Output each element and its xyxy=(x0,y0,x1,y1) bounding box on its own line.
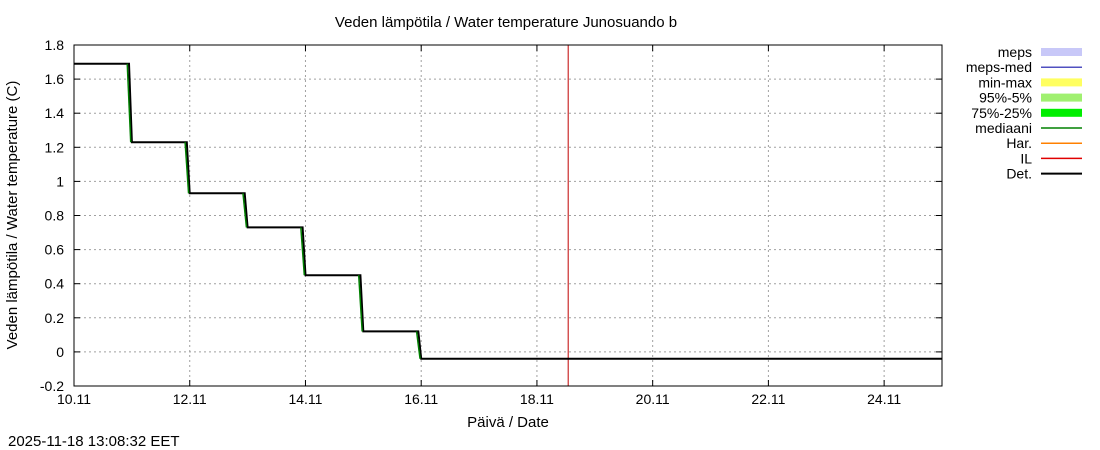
x-tick-label: 24.11 xyxy=(867,391,901,407)
legend-label: Har. xyxy=(1006,135,1032,151)
x-tick-label: 16.11 xyxy=(404,391,438,407)
y-tick-label: 1.4 xyxy=(45,105,65,121)
y-tick-label: 0.4 xyxy=(45,276,65,292)
y-tick-label: 0.2 xyxy=(45,310,65,326)
y-tick-label: 1.6 xyxy=(45,71,65,87)
legend-swatch xyxy=(1041,93,1082,102)
legend-swatch xyxy=(1041,48,1082,56)
x-axis-ticks: 10.11 12.11 14.11 16.11 18.11 20.11 22.11 24.11 xyxy=(57,45,901,407)
series-mediaani-segment xyxy=(126,63,132,143)
series-mediaani-segment xyxy=(357,275,363,332)
legend-swatch xyxy=(1041,108,1082,117)
timestamp: 2025-11-18 13:08:32 EET xyxy=(8,433,180,450)
series-mediaani-segment xyxy=(415,331,421,359)
plot-area xyxy=(74,45,942,386)
series-det-line xyxy=(74,62,942,360)
x-tick-label: 10.11 xyxy=(57,391,91,407)
y-tick-label: 0.6 xyxy=(45,242,65,258)
legend: mepsmeps-medmin-max95%-5%75%-25%mediaani… xyxy=(966,44,1082,182)
y-tick-label: 1.2 xyxy=(45,139,65,155)
y-axis-ticks: 1.8 1.6 1.4 1.2 1 0.8 0.6 0.4 0.2 0 -0.2 xyxy=(40,37,942,394)
legend-label: mediaani xyxy=(975,120,1032,136)
legend-label: meps xyxy=(998,44,1032,60)
legend-label: 75%-25% xyxy=(971,105,1032,121)
legend-label: IL xyxy=(1020,150,1032,166)
x-tick-label: 22.11 xyxy=(751,391,785,407)
y-tick-label: 0 xyxy=(56,344,64,360)
y-tick-label: 0.8 xyxy=(45,208,65,224)
series-mediaani-segment xyxy=(300,227,306,276)
y-tick-label: 1.8 xyxy=(45,37,65,53)
y-tick-label: -0.2 xyxy=(40,378,64,394)
legend-label: min-max xyxy=(978,74,1032,90)
legend-label: meps-med xyxy=(966,59,1032,75)
legend-label: Det. xyxy=(1006,166,1032,182)
legend-label: 95%-5% xyxy=(979,90,1032,106)
series-mediaani-segment xyxy=(242,193,248,228)
chart-title: Veden lämpötila / Water temperature Juno… xyxy=(335,14,677,31)
x-tick-label: 12.11 xyxy=(173,391,207,407)
x-tick-label: 18.11 xyxy=(520,391,554,407)
x-tick-label: 20.11 xyxy=(636,391,670,407)
grid xyxy=(74,45,942,386)
series-mediaani-segment xyxy=(184,142,190,194)
y-tick-label: 1 xyxy=(56,173,64,189)
legend-swatch xyxy=(1041,78,1082,87)
y-axis-label: Veden lämpötila / Water temperature (C) xyxy=(4,81,21,350)
x-tick-label: 14.11 xyxy=(288,391,322,407)
x-axis-label: Päivä / Date xyxy=(467,414,549,431)
